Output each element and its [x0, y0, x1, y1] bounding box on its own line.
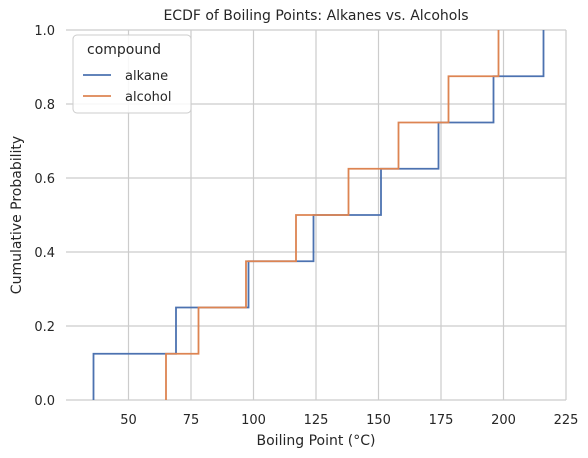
y-tick-label: 0.2	[34, 320, 55, 335]
x-tick-label: 175	[429, 413, 454, 428]
x-tick-label: 125	[304, 413, 329, 428]
x-tick-label: 150	[366, 413, 391, 428]
x-tick-label: 200	[491, 413, 516, 428]
x-axis-label: Boiling Point (°C)	[257, 433, 376, 449]
x-tick-label: 50	[120, 413, 137, 428]
y-axis-label: Cumulative Probability	[9, 136, 25, 294]
chart-title: ECDF of Boiling Points: Alkanes vs. Alco…	[163, 8, 468, 24]
legend-title: compound	[87, 42, 161, 58]
x-tick-label: 100	[241, 413, 266, 428]
y-tick-label: 0.4	[34, 246, 55, 261]
x-tick-label: 75	[183, 413, 200, 428]
legend-label-alkane: alkane	[125, 69, 168, 84]
legend-label-alcohol: alcohol	[125, 90, 171, 105]
y-tick-label: 0.8	[34, 98, 55, 113]
legend: compound alkane alcohol	[73, 35, 191, 113]
y-tick-label: 0.0	[34, 394, 55, 409]
y-tick-label: 1.0	[34, 24, 55, 39]
x-tick-label: 225	[554, 413, 579, 428]
y-tick-label: 0.6	[34, 172, 55, 187]
